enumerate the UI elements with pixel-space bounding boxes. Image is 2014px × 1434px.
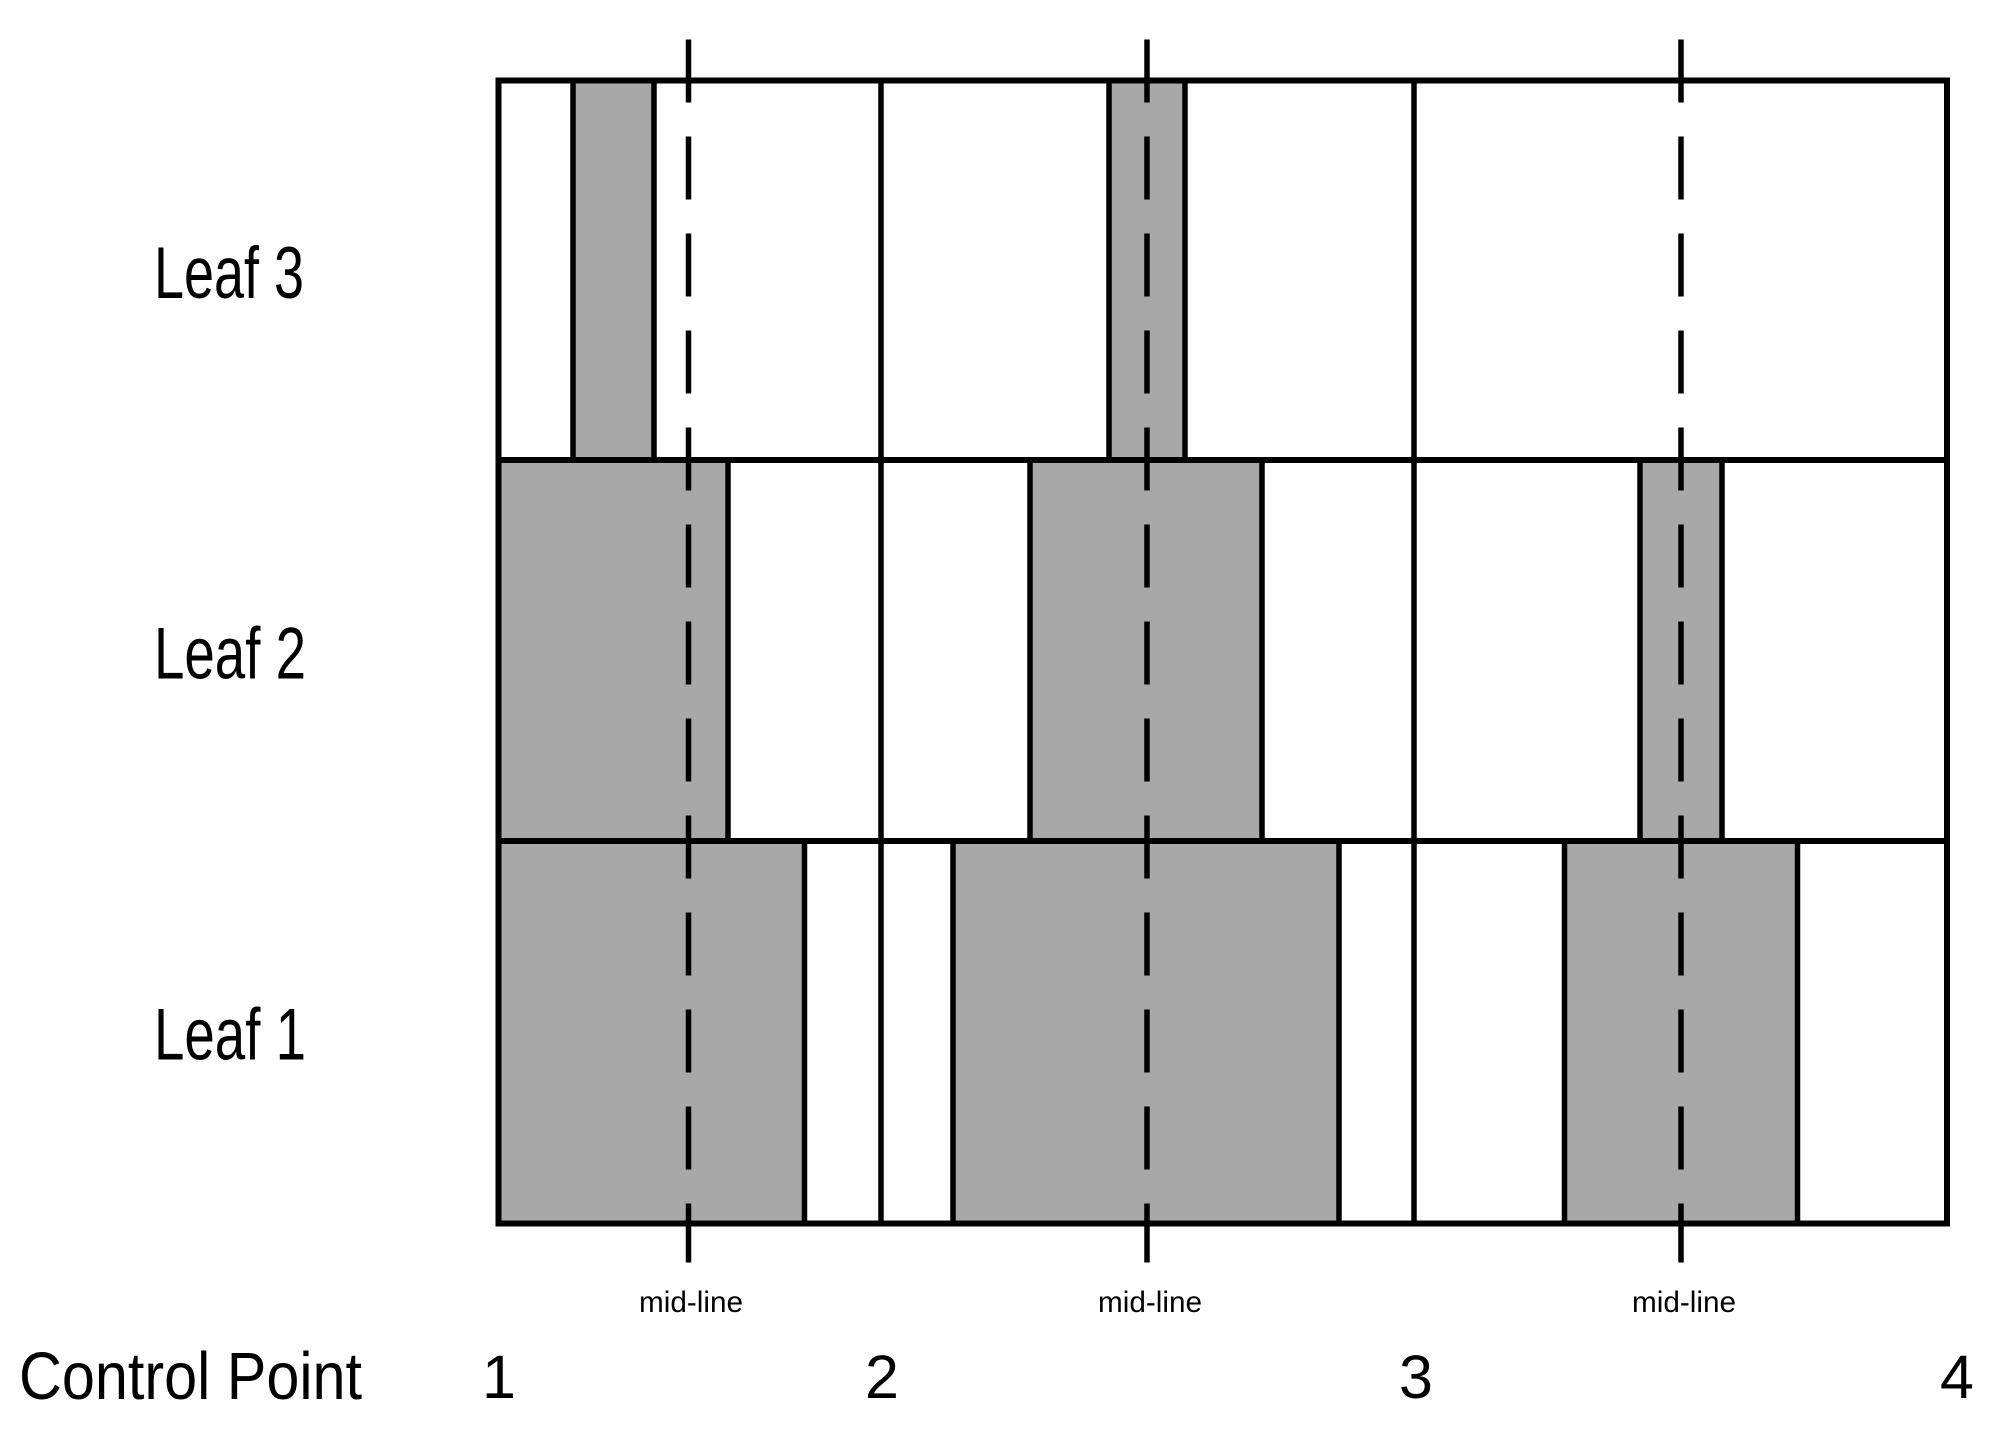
svg-text:Control Point: Control Point — [19, 1339, 362, 1414]
svg-text:1: 1 — [482, 1343, 516, 1411]
svg-text:mid-line: mid-line — [1632, 1286, 1736, 1319]
svg-text:mid-line: mid-line — [1098, 1286, 1202, 1319]
svg-text:3: 3 — [1399, 1343, 1433, 1411]
svg-text:Leaf 1: Leaf 1 — [154, 995, 306, 1076]
svg-text:2: 2 — [865, 1343, 899, 1411]
svg-text:Leaf 2: Leaf 2 — [154, 614, 306, 695]
svg-text:Leaf 3: Leaf 3 — [154, 233, 304, 314]
svg-text:mid-line: mid-line — [639, 1286, 743, 1319]
svg-text:4: 4 — [1940, 1343, 1974, 1411]
